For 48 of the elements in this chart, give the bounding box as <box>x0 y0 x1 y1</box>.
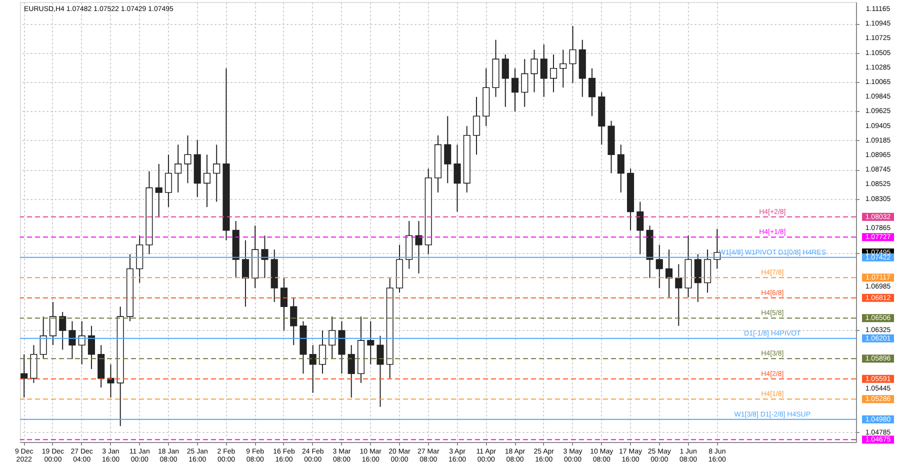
candlestick <box>694 254 702 302</box>
candlestick <box>444 116 452 184</box>
candlestick <box>98 344 105 388</box>
candlestick <box>30 344 38 384</box>
candlestick <box>184 134 192 184</box>
candlestick <box>348 344 355 398</box>
candlestick <box>290 296 298 346</box>
candlestick <box>617 144 624 193</box>
candlestick <box>406 220 413 270</box>
candlestick <box>704 249 712 294</box>
candlestick <box>59 311 66 350</box>
candlestick <box>665 249 673 298</box>
candlestick <box>472 96 480 156</box>
candlestick <box>415 220 422 274</box>
candlestick <box>318 330 326 374</box>
candlestick <box>68 320 76 360</box>
candlestick <box>376 335 384 408</box>
candlestick <box>20 354 28 398</box>
candlestick <box>40 316 47 360</box>
candlestick <box>261 235 268 279</box>
candlestick <box>88 325 95 370</box>
candlestick <box>203 154 211 208</box>
candlestick <box>164 154 172 208</box>
candlestick <box>569 25 576 84</box>
candlestick <box>136 235 144 284</box>
candlestick <box>213 144 220 202</box>
candlestick <box>588 68 596 117</box>
candlestick <box>521 58 528 108</box>
candlestick <box>309 344 316 394</box>
candlestick <box>367 320 374 365</box>
candlestick <box>511 68 519 112</box>
candlestick <box>49 301 56 346</box>
candlestick <box>540 44 548 98</box>
candlestick <box>454 144 461 212</box>
candlestick <box>242 240 250 308</box>
candlestick <box>280 278 288 332</box>
candlestick <box>502 54 509 108</box>
candlestick <box>550 54 558 93</box>
candlestick <box>328 316 336 360</box>
candlestick <box>560 49 567 88</box>
candlestick <box>675 264 682 326</box>
candlestick <box>338 320 346 374</box>
candlestick <box>656 244 663 289</box>
candlestick <box>636 201 644 255</box>
candlestick <box>174 144 182 193</box>
candlestick <box>155 163 162 217</box>
candlestick <box>530 49 538 93</box>
candlestick <box>107 364 114 398</box>
